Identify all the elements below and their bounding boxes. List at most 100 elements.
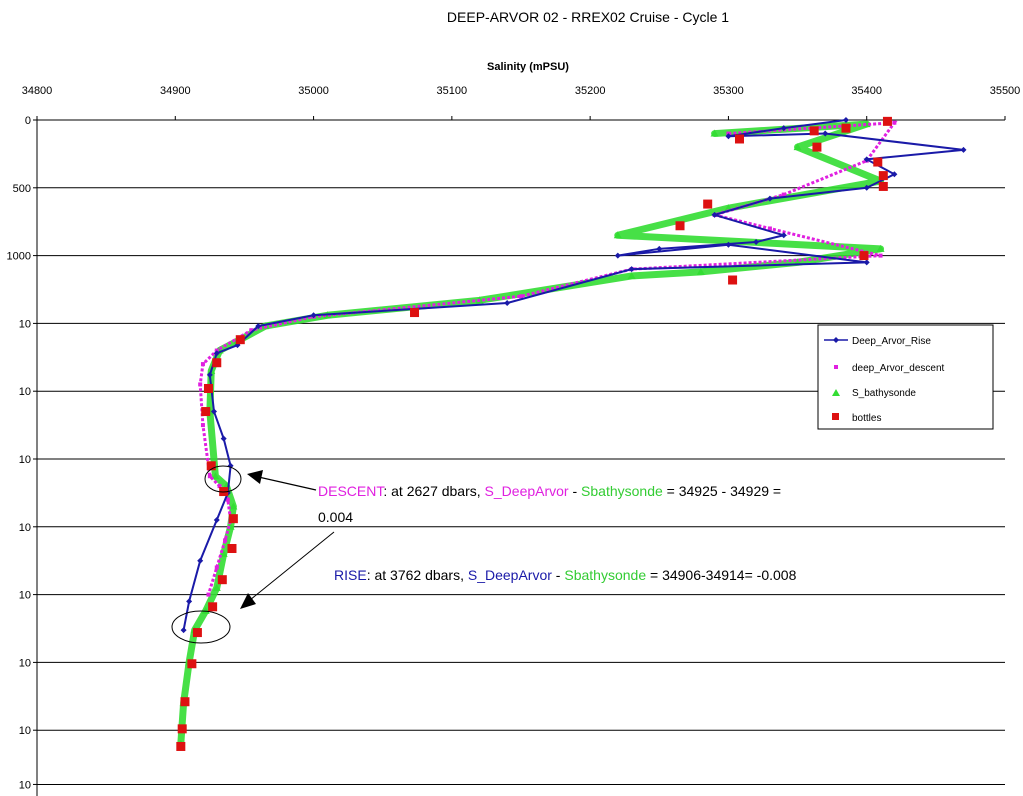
descent-series-line <box>198 121 898 596</box>
bottle-point <box>177 724 187 734</box>
x-tick-label: 35200 <box>575 85 606 97</box>
rise-point <box>186 598 193 605</box>
grid-lines <box>37 187 1005 785</box>
bathysonde-point <box>710 129 719 137</box>
bathysonde-point <box>201 606 210 614</box>
y-tick-label: 10 <box>19 454 31 466</box>
bottle-point <box>410 308 420 318</box>
rise-dash: - <box>552 567 564 583</box>
rise-point <box>753 239 760 246</box>
descent-point <box>217 484 222 489</box>
rise-point <box>180 627 187 634</box>
descent-text-2: = 34925 - 34929 = <box>663 483 781 499</box>
bottle-point <box>217 575 227 585</box>
rise-point <box>628 266 635 273</box>
bottle-point <box>734 134 744 144</box>
bottle-point <box>228 514 238 524</box>
bottle-point <box>873 157 883 167</box>
legend-descent-marker <box>834 365 838 369</box>
rise-point <box>891 171 898 178</box>
rise-point <box>206 371 213 378</box>
series-s-bathysonde <box>176 120 885 748</box>
rise-point <box>211 408 218 415</box>
descent-dash: - <box>569 483 581 499</box>
rise-point <box>504 300 511 307</box>
annotations: DESCENT: at 2627 dbars, S_DeepArvor - Sb… <box>171 465 797 644</box>
descent-point <box>781 192 786 197</box>
descent-ellipse <box>204 465 242 493</box>
rise-point <box>780 125 787 132</box>
descent-point <box>200 423 205 428</box>
descent-prefix: DESCENT <box>318 483 385 499</box>
rise-point <box>220 435 227 442</box>
y-tick-label: 500 <box>13 183 31 195</box>
descent-text-1: : at 2627 dbars, <box>383 483 484 499</box>
bottle-point <box>206 461 216 471</box>
rise-point <box>863 156 870 163</box>
rise-point <box>614 252 621 259</box>
bottle-point <box>728 275 738 285</box>
rise-point <box>960 146 967 153</box>
y-tick-label: 10 <box>19 590 31 602</box>
bottle-point <box>703 199 713 209</box>
bathysonde-point <box>219 549 228 557</box>
bottle-point <box>878 171 888 181</box>
rise-annotation: RISE: at 3762 dbars, S_DeepArvor - Sbath… <box>334 567 797 583</box>
bottle-point <box>859 251 869 261</box>
bathysonde-point <box>876 244 885 252</box>
legend-box <box>817 324 994 430</box>
legend: Deep_Arvor_Rise deep_Arvor_descent S_bat… <box>817 324 994 430</box>
descent-point <box>200 362 205 367</box>
rise-point <box>725 241 732 248</box>
descent-point <box>892 120 897 125</box>
y-tick-label: 10 <box>19 386 31 398</box>
bottle-point <box>841 123 851 133</box>
chart-title: DEEP-ARVOR 02 - RREX02 Cruise - Cycle 1 <box>447 9 729 25</box>
bottle-point <box>201 407 211 417</box>
rise-point <box>213 517 220 524</box>
descent-annotation: DESCENT: at 2627 dbars, S_DeepArvor - Sb… <box>318 483 781 499</box>
rise-point <box>822 130 829 137</box>
legend-bathy-label: S_bathysonde <box>852 388 916 399</box>
bottle-point <box>235 335 245 345</box>
bottle-point <box>812 142 822 152</box>
bottle-point <box>227 543 237 553</box>
rise-ellipse <box>171 610 231 644</box>
rise-point <box>863 184 870 191</box>
x-ticks: 34800 34900 35000 35100 35200 35300 35400 35500 <box>22 85 1020 120</box>
descent-arrow <box>253 475 317 491</box>
y-tick-label: 10 <box>19 657 31 669</box>
descent-s-bathysonde: Sbathysonde <box>581 483 663 499</box>
rise-point <box>197 557 204 564</box>
x-axis-label: Salinity (mPSU) <box>487 61 569 73</box>
bathysonde-series-band <box>177 120 885 748</box>
bathysonde-point <box>613 231 622 239</box>
descent-point <box>878 253 883 258</box>
rise-point <box>213 350 220 357</box>
y-tick-label: 0 <box>25 115 31 127</box>
series <box>176 116 967 751</box>
rise-point <box>766 195 773 202</box>
y-tick-label: 1000 <box>7 251 31 263</box>
rise-s-deeparvor: S_DeepArvor <box>468 567 552 583</box>
bottle-point <box>809 126 819 136</box>
bathysonde-point <box>211 472 220 480</box>
legend-rise-marker <box>833 337 839 343</box>
rise-prefix: RISE <box>334 567 367 583</box>
descent-s-deeparvor: S_DeepArvor <box>485 483 569 499</box>
y-tick-label: 10 <box>19 725 31 737</box>
descent-value: 0.004 <box>318 509 353 525</box>
x-tick-label: 35300 <box>713 85 744 97</box>
rise-point <box>725 133 732 140</box>
legend-bottles-marker <box>832 413 839 420</box>
descent-point <box>519 294 523 299</box>
series-deep-arvor-descent <box>198 120 898 597</box>
bathysonde-point <box>627 271 636 279</box>
bottle-point <box>192 628 202 638</box>
y-tick-label: 10 <box>19 779 31 791</box>
rise-text-2: = 34906-34914= -0.008 <box>646 567 796 583</box>
descent-point <box>223 538 228 543</box>
bottle-point <box>882 116 892 126</box>
x-tick-label: 34800 <box>22 85 53 97</box>
